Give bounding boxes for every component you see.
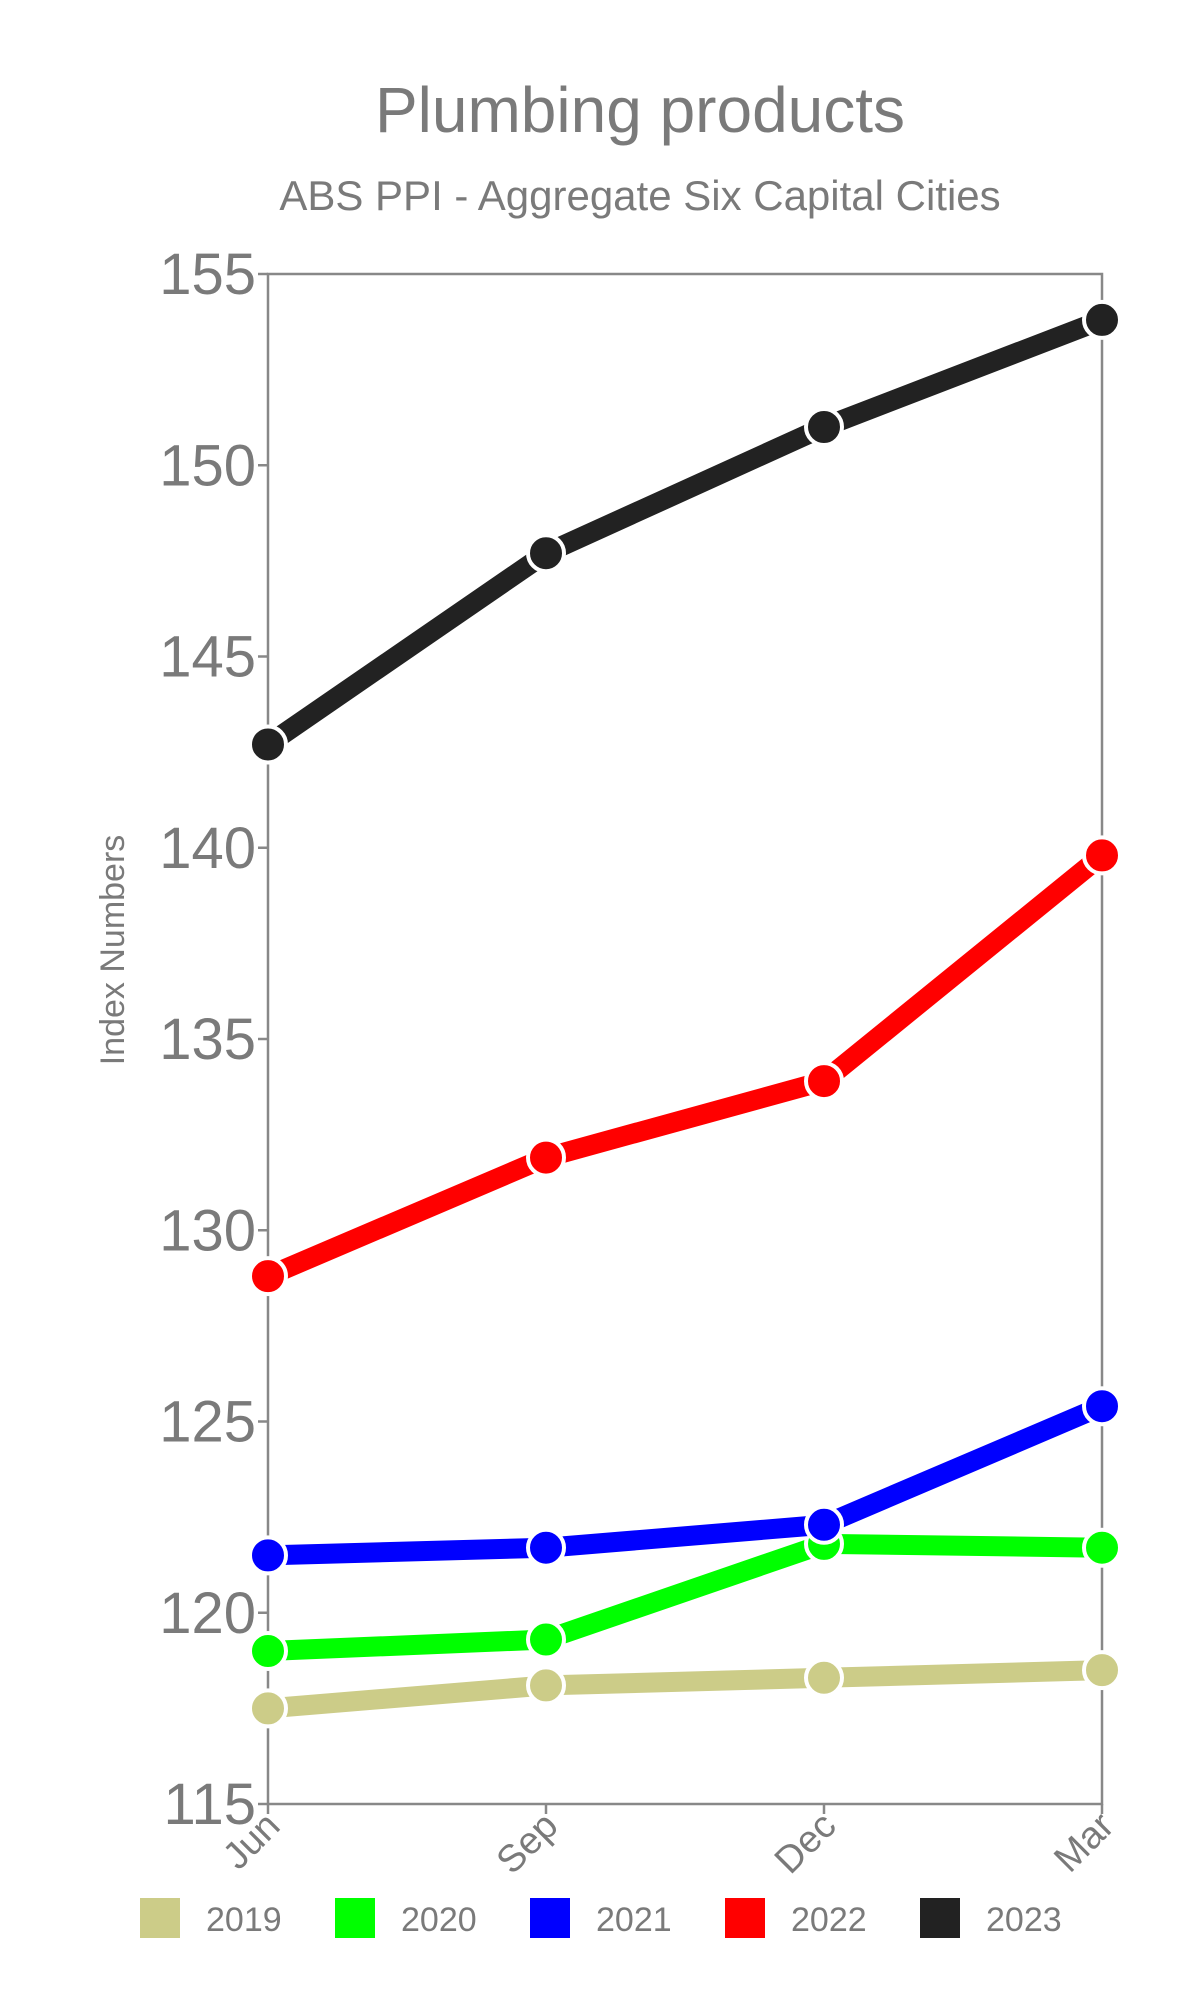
data-point-2020 [526, 1619, 566, 1660]
data-point-2020 [1082, 1527, 1122, 1568]
chart-title: Plumbing products [375, 74, 905, 146]
y-axis: 115 120 125 130 135 140 145 150 155 [159, 242, 268, 1837]
y-tick-label: 120 [159, 1581, 256, 1646]
series-layer [248, 299, 1122, 1729]
y-axis-label: Index Numbers [94, 835, 132, 1066]
legend-swatch-2023 [920, 1898, 960, 1938]
y-tick-label: 115 [164, 1772, 256, 1837]
data-point-2021 [248, 1535, 288, 1576]
data-point-2023 [248, 724, 288, 765]
series-line-2022 [258, 845, 1112, 1287]
y-tick-label: 145 [159, 625, 256, 690]
data-point-2023 [1082, 299, 1122, 340]
data-point-2019 [526, 1665, 566, 1706]
data-point-2022 [804, 1061, 844, 1102]
y-tick-label: 140 [159, 816, 256, 881]
plot-area-frame [266, 272, 1104, 1806]
legend-swatch-2021 [530, 1898, 570, 1938]
x-tick-label: Dec [767, 1805, 844, 1882]
y-tick-label: 155 [159, 242, 256, 307]
data-point-2019 [804, 1657, 844, 1698]
legend-label-2022: 2022 [791, 1901, 867, 1939]
legend-label-2019: 2019 [206, 1901, 282, 1939]
y-tick-label: 130 [159, 1198, 256, 1263]
legend-swatch-2019 [140, 1898, 180, 1938]
x-axis: Jun Sep Dec Mar [215, 1804, 1123, 1883]
x-tick-label: Sep [489, 1805, 567, 1883]
legend-swatch-2020 [335, 1898, 375, 1938]
y-tick-label: 150 [159, 433, 256, 498]
data-point-2022 [1082, 835, 1122, 876]
legend-label-2020: 2020 [401, 1901, 477, 1939]
data-point-2021 [526, 1527, 566, 1568]
data-point-2021 [804, 1504, 844, 1545]
data-point-2022 [248, 1256, 288, 1297]
chart-subtitle: ABS PPI - Aggregate Six Capital Cities [279, 172, 1000, 219]
data-point-2022 [526, 1137, 566, 1178]
series-line-2023 [258, 309, 1112, 755]
legend: 2019 2020 2021 2022 2023 [140, 1898, 1062, 1939]
series-line-2020 [258, 1533, 1112, 1661]
legend-label-2023: 2023 [986, 1901, 1062, 1939]
series-line-2019 [258, 1660, 1112, 1719]
data-point-2019 [1082, 1650, 1122, 1691]
legend-label-2021: 2021 [596, 1901, 672, 1939]
data-point-2019 [248, 1688, 288, 1729]
data-point-2020 [248, 1631, 288, 1671]
x-tick-label: Mar [1046, 1804, 1122, 1880]
data-point-2023 [804, 407, 844, 447]
data-point-2023 [526, 533, 566, 574]
legend-swatch-2022 [725, 1898, 765, 1938]
y-tick-label: 135 [159, 1007, 256, 1072]
series-line-2021 [258, 1396, 1112, 1566]
data-point-2021 [1082, 1386, 1122, 1427]
y-tick-label: 125 [159, 1390, 256, 1455]
